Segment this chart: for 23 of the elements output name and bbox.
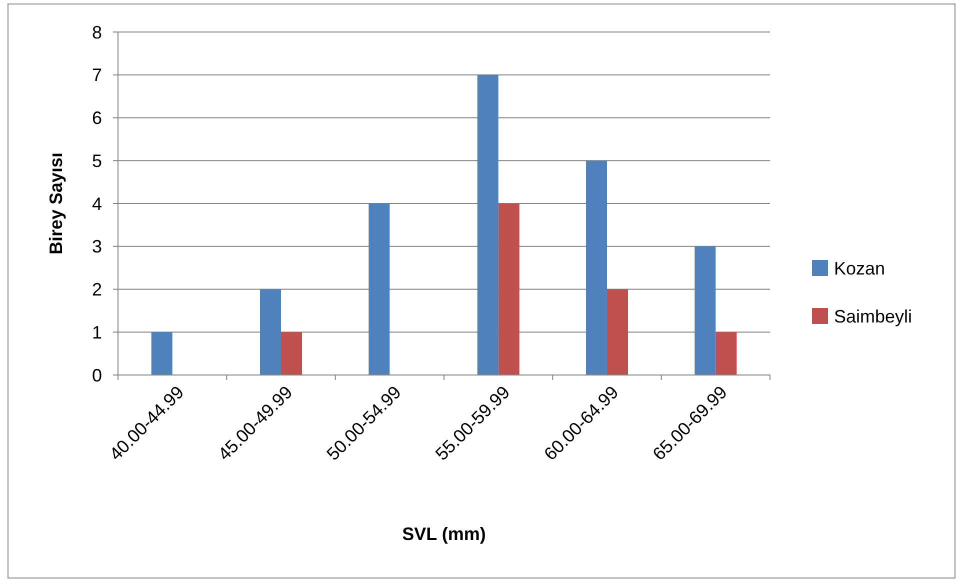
y-tick-label: 8 [92, 22, 102, 42]
y-tick-label: 4 [92, 194, 102, 214]
bar [368, 204, 390, 375]
y-axis-title: Birey Sayısı [46, 152, 66, 255]
y-tick-label: 2 [92, 280, 102, 300]
bar [586, 160, 607, 375]
y-tick-label: 1 [92, 322, 102, 342]
y-tick-label: 7 [92, 65, 102, 86]
y-tick-label: 0 [92, 365, 102, 386]
bar [477, 74, 498, 375]
bar [607, 289, 628, 375]
bar [260, 289, 281, 375]
y-tick-label: 6 [92, 108, 102, 128]
bar [281, 332, 302, 375]
y-tick-label: 3 [92, 236, 102, 257]
bar [694, 246, 716, 375]
legend-label: Kozan [834, 258, 886, 278]
legend-label: Saimbeyli [834, 306, 912, 326]
bar [151, 332, 172, 375]
x-axis-title: SVL (mm) [402, 524, 486, 544]
bar [498, 204, 520, 375]
bar [716, 332, 737, 375]
y-tick-label: 5 [92, 150, 102, 171]
